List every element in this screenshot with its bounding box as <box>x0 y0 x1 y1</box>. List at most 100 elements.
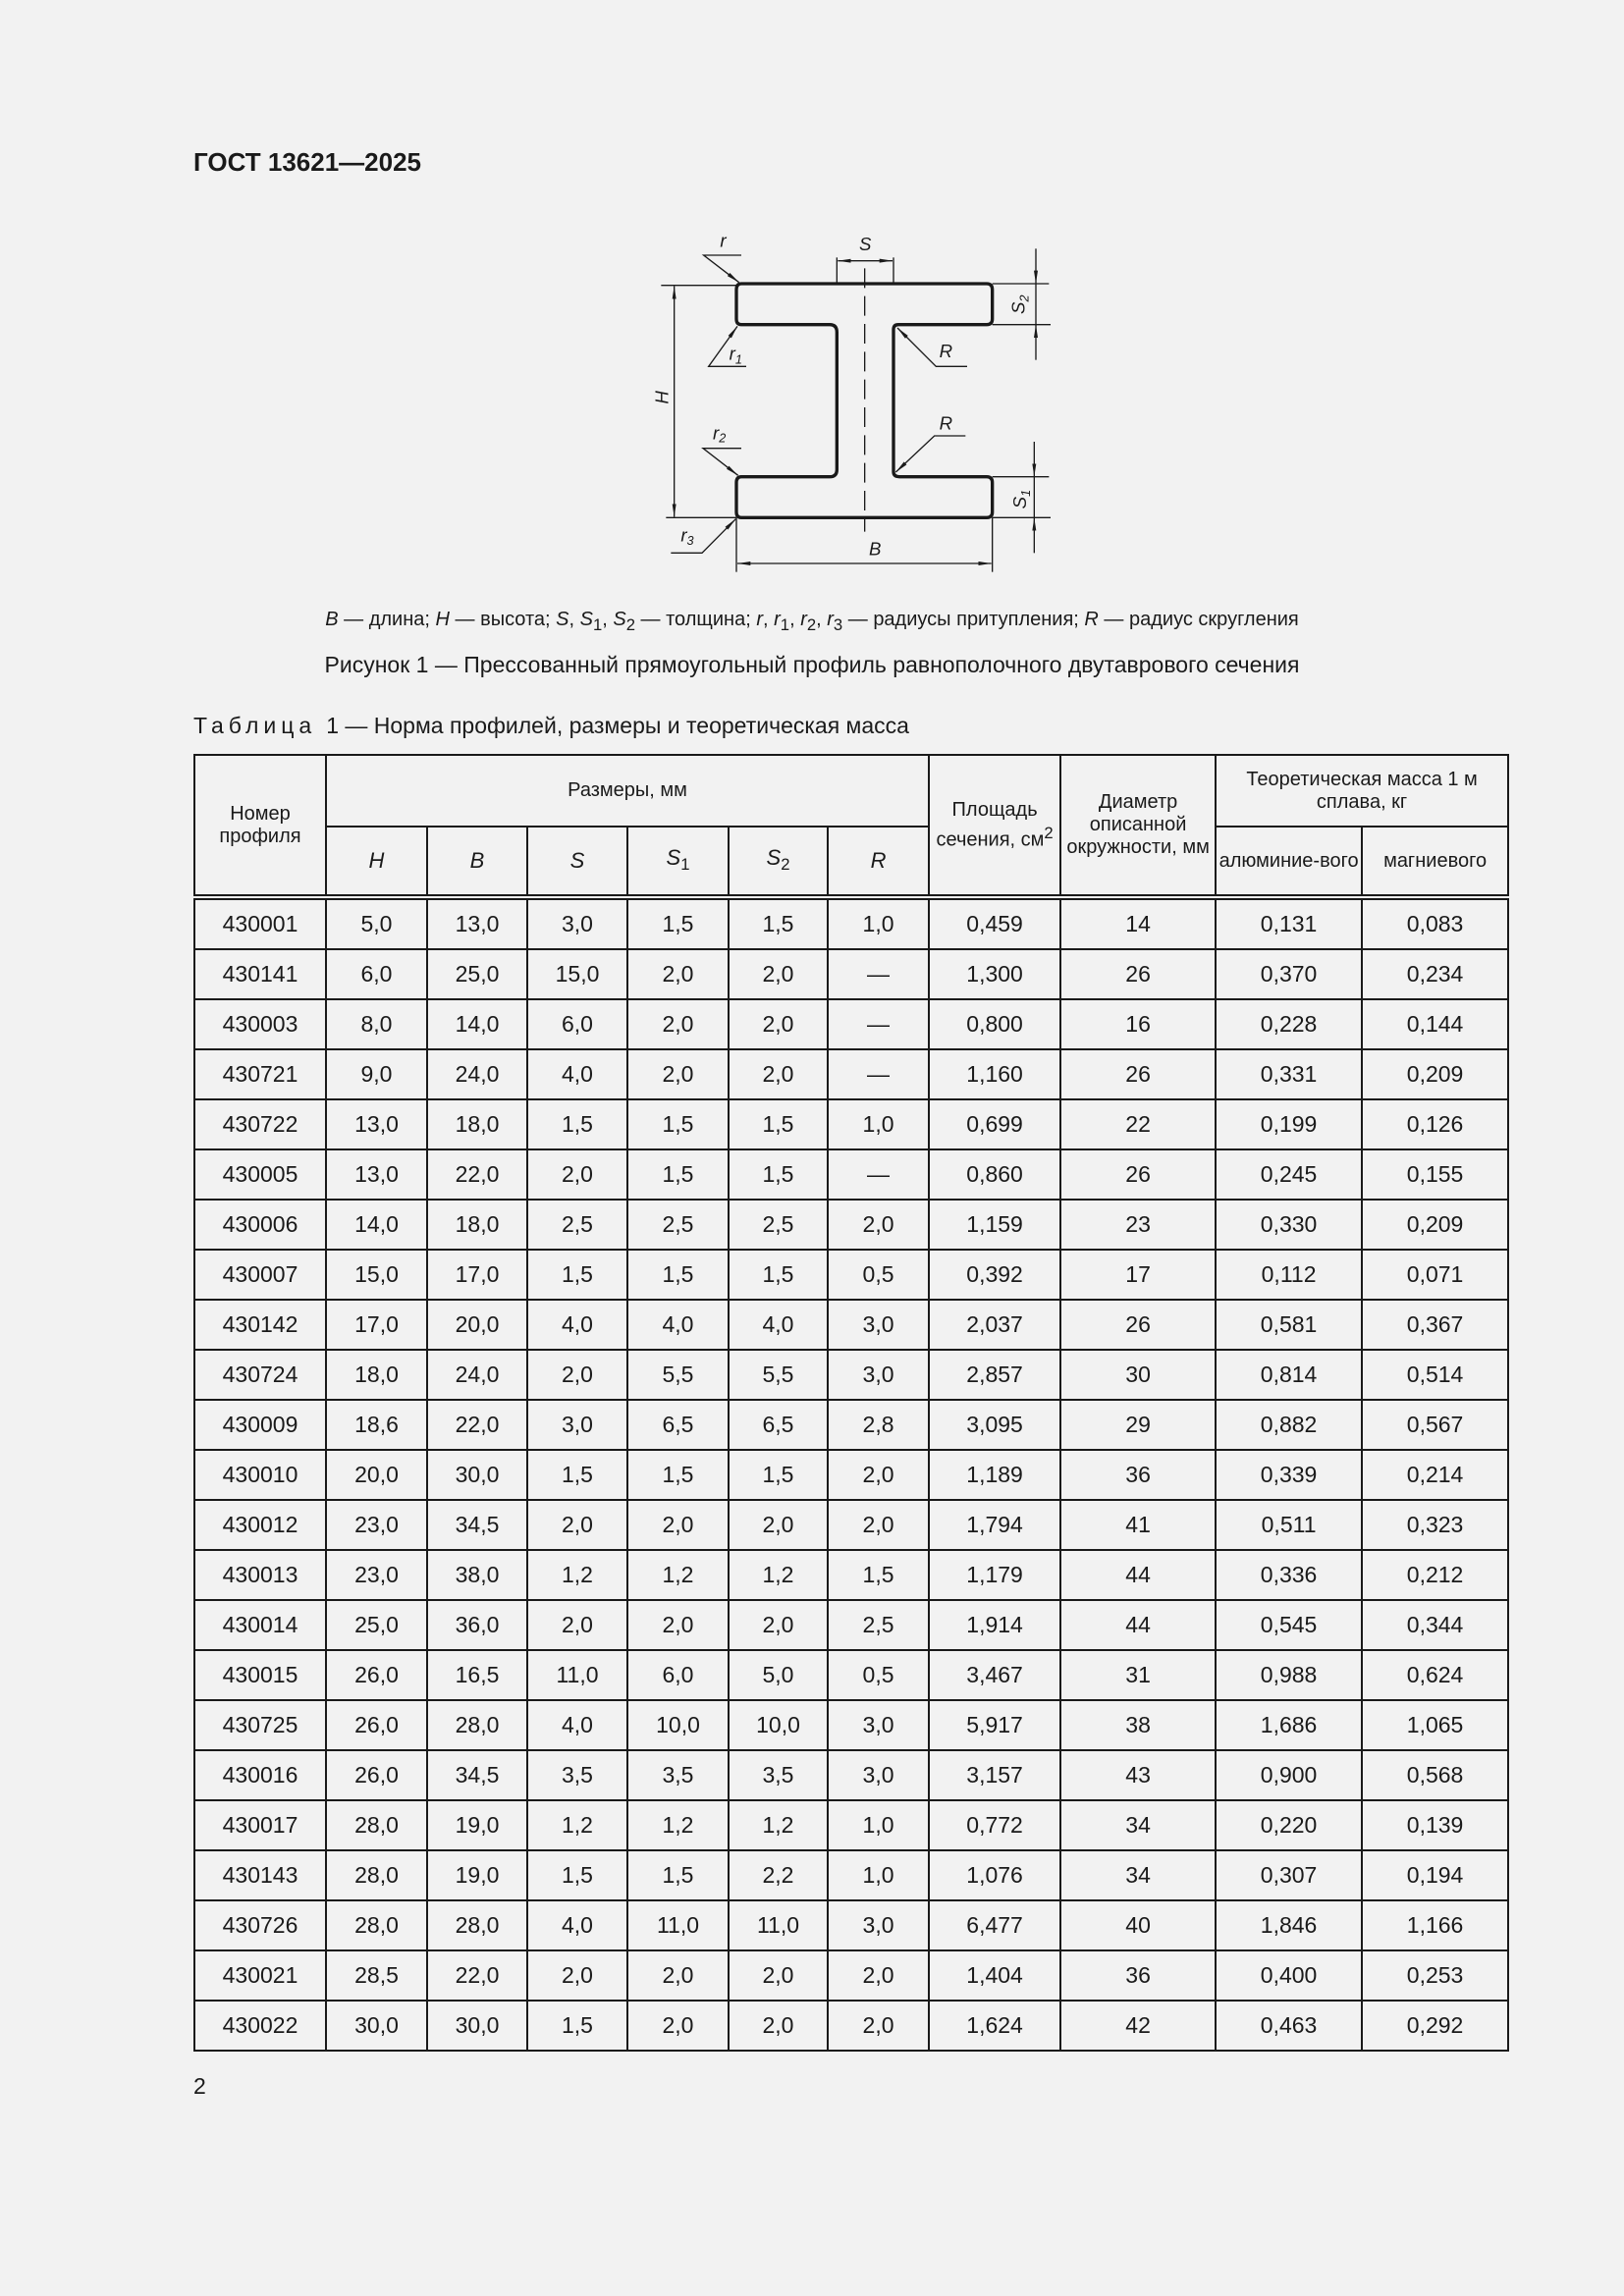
legend-symbol-subscript: 1 <box>780 615 790 634</box>
label-r2: r2 <box>713 422 726 445</box>
table-cell: 0,139 <box>1361 1799 1510 1851</box>
table-cell: 36,0 <box>426 1599 528 1651</box>
table-cell: 28,0 <box>426 1899 528 1951</box>
header-dimensions: Размеры, мм <box>324 754 931 828</box>
table-cell: 430142 <box>193 1299 327 1351</box>
table-cell: 38 <box>1059 1699 1218 1751</box>
header-B: B <box>426 826 528 900</box>
table-cell: 1,5 <box>626 1449 730 1501</box>
table-cell: 20,0 <box>325 1449 428 1501</box>
table-cell: 10,0 <box>626 1699 730 1751</box>
legend-item: B — длина; <box>325 609 436 630</box>
table-cell: 1,166 <box>1361 1899 1510 1951</box>
table-cell: 1,5 <box>728 1148 829 1201</box>
legend-symbol: S <box>556 609 569 630</box>
table-cell: 1,5 <box>526 1098 628 1150</box>
label-r3: r3 <box>680 525 693 548</box>
table-cell: 1,0 <box>826 1849 931 1901</box>
label-R-top: R <box>940 341 952 361</box>
table-cell: 1,2 <box>526 1549 628 1601</box>
table-row: 430003 8,0 14,0 6,0 2,0 2,0—0,800 16 0,228 0,144 <box>193 998 1510 1050</box>
table-cell: 1,0 <box>826 1098 931 1150</box>
label-S2: S2 <box>1007 295 1031 315</box>
table-cell: 1,5 <box>526 1449 628 1501</box>
table-cell: 0,126 <box>1361 1098 1510 1150</box>
table-cell: 2,0 <box>826 1449 931 1501</box>
table-cell: 31 <box>1059 1649 1218 1701</box>
table-cell: 0,209 <box>1361 1199 1510 1251</box>
table-cell: 1,5 <box>526 1849 628 1901</box>
table-cell: 0,292 <box>1361 2000 1510 2052</box>
table-cell: 2,0 <box>626 2000 730 2052</box>
legend-symbol-subscript: 3 <box>833 615 843 634</box>
header-S2: S2 <box>728 826 829 900</box>
table-cell: — <box>826 998 931 1050</box>
table-cell: 2,0 <box>526 1349 628 1401</box>
table-cell: 26,0 <box>325 1699 428 1751</box>
legend-symbol: r <box>827 609 834 630</box>
table-cell: 0,463 <box>1215 2000 1364 2052</box>
table-cell: 24,0 <box>426 1048 528 1100</box>
table-cell: 1,5 <box>728 896 829 950</box>
table-cell: 22,0 <box>426 1148 528 1201</box>
table-cell: 28,0 <box>325 1799 428 1851</box>
table-cell: 11,0 <box>626 1899 730 1951</box>
table-cell: 1,5 <box>526 1249 628 1301</box>
table-cell: 23,0 <box>325 1549 428 1601</box>
legend-symbol-subscript: 1 <box>592 615 603 634</box>
legend-description: толщина <box>666 609 746 630</box>
table-cell: 0,392 <box>928 1249 1062 1301</box>
table-cell: 0,882 <box>1215 1399 1364 1451</box>
table-cell: 2,0 <box>526 1499 628 1551</box>
table-cell: 1,0 <box>826 1799 931 1851</box>
table-cell: 44 <box>1059 1599 1218 1651</box>
table-cell: 3,0 <box>826 1299 931 1351</box>
legend-symbol: r <box>756 609 763 630</box>
table-cell: 11,0 <box>526 1649 628 1701</box>
table-row: 430014 25,0 36,0 2,0 2,0 2,0 2,5 1,914 44 0,545 0,… <box>193 1599 1510 1651</box>
figure-legend: B — длина; H — высота; S, S1, S2 — толщи… <box>0 609 1624 635</box>
table-cell: 6,0 <box>526 998 628 1050</box>
table-cell: 1,686 <box>1215 1699 1364 1751</box>
table-cell: 34,5 <box>426 1499 528 1551</box>
table-cell: 0,459 <box>928 896 1062 950</box>
table-row: 430725 26,0 28,0 4,0 10,0 10,0 3,0 5,917 38 1,686… <box>193 1699 1510 1751</box>
table-cell: 1,5 <box>728 1449 829 1501</box>
table-cell: 36 <box>1059 1949 1218 2002</box>
table-cell: 430725 <box>193 1699 327 1751</box>
table-cell: 0,245 <box>1215 1148 1364 1201</box>
label-B: B <box>869 539 881 560</box>
legend-item: R — радиус скругления <box>1084 609 1299 630</box>
table-cell: 23 <box>1059 1199 1218 1251</box>
table-cell: 2,0 <box>826 1199 931 1251</box>
table-cell: 36 <box>1059 1449 1218 1501</box>
table-cell: 0,083 <box>1361 896 1510 950</box>
table-cell: 0,253 <box>1361 1949 1510 2002</box>
table-cell: 1,5 <box>626 1148 730 1201</box>
table-cell: 3,0 <box>826 1749 931 1801</box>
table-cell: 22,0 <box>426 1399 528 1451</box>
table-cell: 0,323 <box>1361 1499 1510 1551</box>
table-cell: 1,0 <box>826 896 931 950</box>
header-mass: Теоретическая масса 1 м сплава, кг <box>1215 754 1510 828</box>
label-r1: r1 <box>730 344 742 367</box>
table-cell: 1,5 <box>626 1849 730 1901</box>
label-S: S <box>859 234 872 254</box>
header-magnesium: магниевого <box>1361 826 1510 900</box>
table-cell: 2,0 <box>826 1949 931 2002</box>
table-row: 430010 20,0 30,0 1,5 1,5 1,5 2,0 1,189 36 0,339 0,… <box>193 1449 1510 1501</box>
table-cell: 22,0 <box>426 1949 528 2002</box>
table-row: 430142 17,0 20,0 4,0 4,0 4,0 3,0 2,037 26 0,581 0,… <box>193 1299 1510 1351</box>
table-cell: 28,0 <box>426 1699 528 1751</box>
table-cell: 1,914 <box>928 1599 1062 1651</box>
table-cell: — <box>826 948 931 1000</box>
table-cell: 1,5 <box>626 896 730 950</box>
table-cell: 430006 <box>193 1199 327 1251</box>
table-cell: 2,0 <box>728 998 829 1050</box>
table-cell: 1,5 <box>626 1249 730 1301</box>
table-cell: 430017 <box>193 1799 327 1851</box>
table-cell: 34 <box>1059 1799 1218 1851</box>
table-cell: 430726 <box>193 1899 327 1951</box>
label-r: r <box>720 231 727 251</box>
table-cell: 3,5 <box>526 1749 628 1801</box>
